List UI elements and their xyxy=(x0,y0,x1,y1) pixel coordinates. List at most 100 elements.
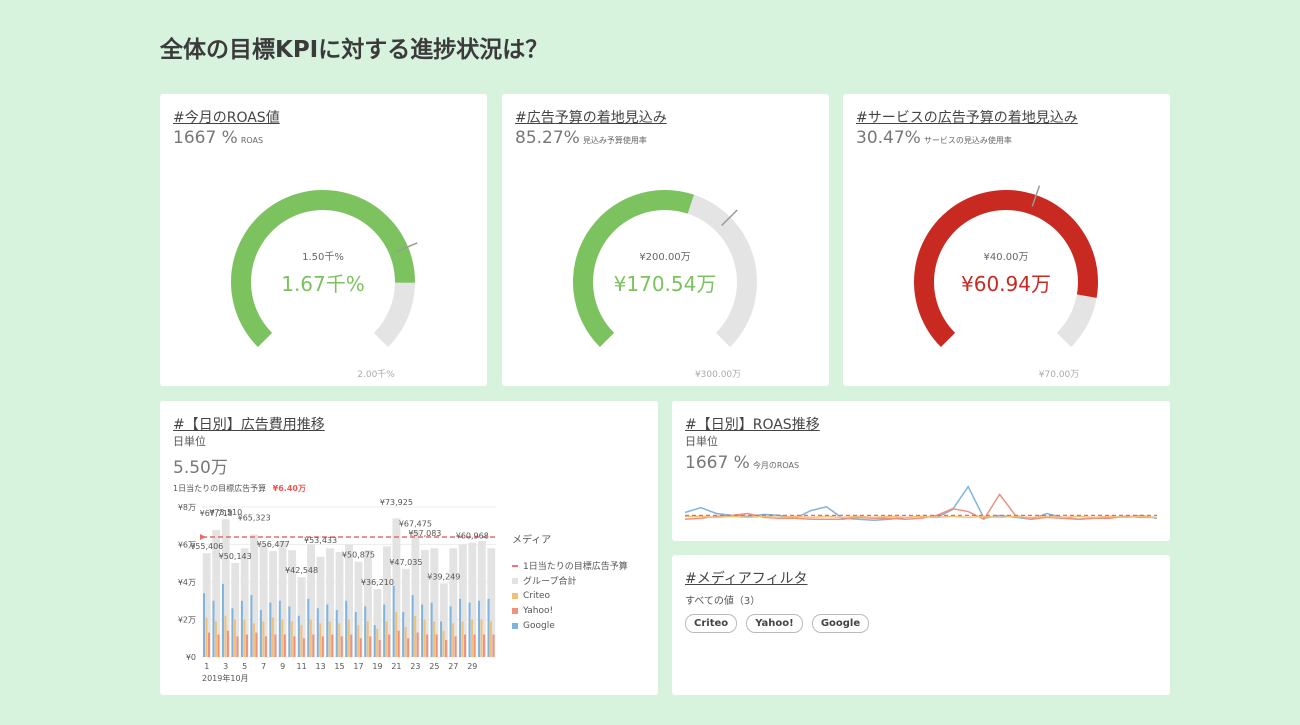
yahoo-swatch xyxy=(512,607,518,614)
media-filter-title[interactable]: #メディアフィルタ xyxy=(685,571,808,587)
legend-item-group[interactable]: グループ合計 xyxy=(512,573,628,588)
cost-criteo-bar xyxy=(252,623,255,657)
cost-google-bar xyxy=(288,606,291,657)
service-gauge-fill xyxy=(914,190,1098,348)
cost-data-label: ¥55,406 xyxy=(190,542,223,551)
cost-criteo-bar xyxy=(480,619,483,657)
roas-card-title[interactable]: #今月のROAS値 xyxy=(173,110,280,126)
cost-data-label: ¥65,323 xyxy=(238,514,271,523)
cost-google-bar xyxy=(240,600,243,657)
cost-x-axis-label: 2019年10月 xyxy=(202,673,249,683)
roas-trend-chart xyxy=(684,485,1158,521)
cost-x-tick: 5 xyxy=(242,662,247,671)
cost-x-tick: 23 xyxy=(410,662,420,671)
cost-criteo-bar xyxy=(224,615,227,657)
cost-total-bar xyxy=(345,544,353,657)
cost-yahoo-bar xyxy=(264,636,267,657)
cost-x-tick: 1 xyxy=(204,662,209,671)
cost-legend-title: メディア xyxy=(512,535,552,546)
cost-yahoo-bar xyxy=(445,640,448,657)
cost-total-bar xyxy=(411,530,420,657)
cost-total-bar xyxy=(240,548,249,657)
cost-yahoo-bar xyxy=(331,634,334,657)
cost-data-label: ¥53,433 xyxy=(304,536,337,545)
cost-criteo-bar xyxy=(271,617,274,657)
cost-yahoo-bar xyxy=(454,636,457,657)
cost-x-tick: 19 xyxy=(372,662,382,671)
cost-total-bar xyxy=(430,548,439,657)
cost-criteo-bar xyxy=(366,621,369,657)
cost-target: 1日当たりの目標広告予算 ¥6.40万 xyxy=(173,483,306,494)
cost-google-bar xyxy=(345,600,348,657)
cost-google-bar xyxy=(421,604,424,657)
chip-yahoo[interactable]: Yahoo! xyxy=(746,614,803,633)
cost-google-bar xyxy=(459,598,462,657)
legend-item-google[interactable]: Google xyxy=(512,618,628,633)
cost-criteo-bar xyxy=(328,621,331,657)
cost-total-bar xyxy=(278,540,287,657)
cost-total-bar xyxy=(382,546,391,657)
cost-yahoo-bar xyxy=(283,634,286,657)
cost-x-tick: 29 xyxy=(467,662,477,671)
cost-google-bar xyxy=(231,608,234,657)
cost-criteo-bar xyxy=(338,623,341,657)
cost-target-marker xyxy=(200,534,206,540)
cost-yahoo-bar xyxy=(435,634,438,657)
cost-total-bar xyxy=(401,568,410,657)
legend-label-yahoo: Yahoo! xyxy=(523,605,554,616)
cost-yahoo-bar xyxy=(293,636,296,657)
cost-total-bar xyxy=(297,577,306,657)
cost-total-bar xyxy=(487,548,496,657)
cost-card-title[interactable]: #【日別】広告費用推移 xyxy=(173,417,325,433)
roas-gauge-fill xyxy=(231,190,415,348)
chip-google[interactable]: Google xyxy=(811,614,870,633)
cost-total-bar xyxy=(250,534,259,657)
cost-criteo-bar xyxy=(347,619,350,657)
cost-google-bar xyxy=(307,598,310,657)
cost-total-bar xyxy=(477,540,486,657)
cost-x-tick: 3 xyxy=(223,662,228,671)
cost-google-bar xyxy=(449,606,452,657)
budget-gauge-max-label: ¥300.00万 xyxy=(695,370,741,380)
cost-x-tick: 13 xyxy=(315,662,325,671)
cost-y-tick: ¥0 xyxy=(186,653,196,662)
cost-google-bar xyxy=(326,604,329,657)
cost-google-bar xyxy=(212,600,215,657)
roas-trend-kpi: 1667 % 今月のROAS xyxy=(685,453,799,473)
legend-item-yahoo[interactable]: Yahoo! xyxy=(512,603,628,618)
cost-x-tick: 11 xyxy=(296,662,306,671)
chip-criteo[interactable]: Criteo xyxy=(685,614,738,633)
cost-x-tick: 25 xyxy=(429,662,439,671)
budget-kpi: 85.27% 見込み予算使用率 xyxy=(515,128,647,148)
cost-google-bar xyxy=(203,593,205,657)
cost-google-bar xyxy=(478,600,481,657)
cost-data-label: ¥42,548 xyxy=(285,566,318,575)
roas-gauge-target-marker xyxy=(396,242,418,253)
cost-y-tick: ¥6万 xyxy=(178,541,196,550)
cost-google-bar xyxy=(411,595,414,657)
cost-yahoo-bar xyxy=(492,634,495,657)
cost-total-bar xyxy=(449,548,458,657)
service-card-title[interactable]: #サービスの広告予算の着地見込み xyxy=(856,110,1078,126)
cost-chart: ¥0 ¥2万 ¥4万 ¥6万 ¥8万 ¥55,406 ¥67,718¥73,510 ¥50,1… xyxy=(178,498,496,683)
cost-criteo-bar xyxy=(376,628,379,657)
cost-total-bar xyxy=(458,544,467,657)
cost-total-bar xyxy=(316,556,325,657)
legend-item-criteo[interactable]: Criteo xyxy=(512,588,628,603)
roas-gauge-max-label: 2.00千% xyxy=(357,369,395,380)
cost-data-label: ¥36,210 xyxy=(361,578,394,587)
cost-google-bar xyxy=(373,625,376,657)
roas-trend-title[interactable]: #【日別】ROAS推移 xyxy=(685,417,820,433)
cost-criteo-bar xyxy=(442,630,445,657)
cost-yahoo-bar xyxy=(207,632,210,657)
target-line-swatch xyxy=(512,564,518,567)
cost-criteo-bar xyxy=(395,612,398,657)
budget-kpi-unit: 見込み予算使用率 xyxy=(582,136,647,145)
cost-criteo-bar xyxy=(385,621,388,657)
legend-item-target[interactable]: 1日当たりの目標広告予算 xyxy=(512,558,628,573)
budget-card-title[interactable]: #広告予算の着地見込み xyxy=(515,110,667,126)
cost-yahoo-bar xyxy=(274,634,277,657)
cost-total-bar xyxy=(231,562,240,657)
service-kpi: 30.47% サービスの見込み使用率 xyxy=(856,128,1012,148)
cost-yahoo-bar xyxy=(312,634,315,657)
